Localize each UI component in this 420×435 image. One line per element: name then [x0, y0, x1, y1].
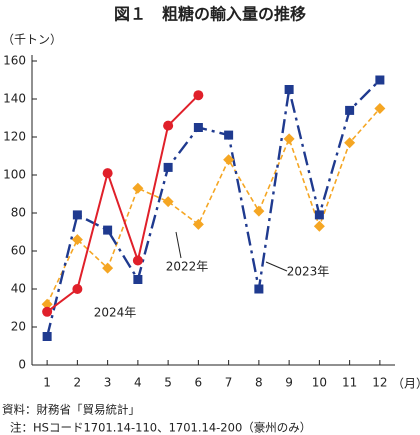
point — [133, 275, 143, 284]
x-tick-label: 2 — [74, 376, 82, 390]
point — [344, 137, 356, 149]
point — [223, 154, 235, 166]
series-label: 2024年 — [94, 306, 137, 320]
point — [313, 220, 325, 232]
point — [42, 306, 53, 317]
note: 資料：財務省「貿易統計」 — [2, 403, 140, 417]
point — [192, 218, 204, 230]
x-tick-label: 6 — [195, 376, 203, 390]
point — [224, 130, 234, 140]
y-tick-label: 60 — [11, 244, 26, 258]
point — [284, 85, 294, 94]
point — [163, 120, 174, 131]
point — [103, 225, 113, 235]
note: 注：HSコード1701.14-110、1701.14-200（豪州のみ） — [10, 421, 311, 435]
point — [283, 133, 295, 145]
point — [193, 123, 203, 132]
y-tick-label: 20 — [11, 320, 26, 334]
y-tick-label: 140 — [3, 92, 26, 106]
leader-line — [265, 261, 288, 272]
series-label: 2023年 — [287, 265, 330, 279]
chart-title: 図１ 粗糖の輸入量の推移 — [114, 5, 306, 24]
point — [102, 262, 114, 274]
point — [42, 332, 52, 341]
y-tick-label: 120 — [3, 130, 26, 144]
point — [375, 75, 385, 85]
y-tick-label: 0 — [18, 358, 26, 372]
point — [132, 182, 144, 194]
point — [254, 284, 264, 294]
series-label: 2022年 — [166, 260, 209, 274]
leader-line — [175, 231, 182, 259]
x-tick-label: 7 — [225, 376, 233, 390]
series-line — [46, 107, 381, 305]
y-tick-label: 160 — [3, 54, 26, 68]
point — [163, 162, 173, 172]
x-tick-label: 4 — [134, 376, 142, 390]
y-tick-label: 80 — [11, 206, 26, 220]
series-line — [46, 94, 200, 313]
point — [72, 284, 83, 294]
x-tick-label: 11 — [342, 376, 357, 390]
x-tick-label: 12 — [372, 376, 387, 390]
point — [72, 210, 82, 220]
point — [253, 205, 265, 217]
point — [71, 234, 83, 246]
x-tick-label: 1 — [43, 376, 51, 390]
point — [102, 168, 113, 179]
x-tick-label: 5 — [164, 376, 172, 390]
point — [162, 196, 174, 208]
y-axis-label: （千トン） — [2, 33, 62, 47]
x-tick-label: 8 — [255, 376, 263, 390]
y-tick-label: 40 — [11, 282, 26, 296]
series-line — [45, 79, 381, 337]
y-tick-label: 100 — [3, 168, 26, 182]
point — [345, 105, 355, 115]
x-tick-label: 9 — [285, 376, 293, 390]
point — [193, 90, 204, 101]
x-axis-label: （月） — [392, 377, 420, 391]
point — [132, 255, 143, 266]
x-tick-label: 10 — [312, 376, 327, 390]
point — [41, 298, 53, 310]
x-tick-label: 3 — [104, 376, 112, 390]
point — [314, 210, 324, 220]
point — [374, 103, 386, 114]
